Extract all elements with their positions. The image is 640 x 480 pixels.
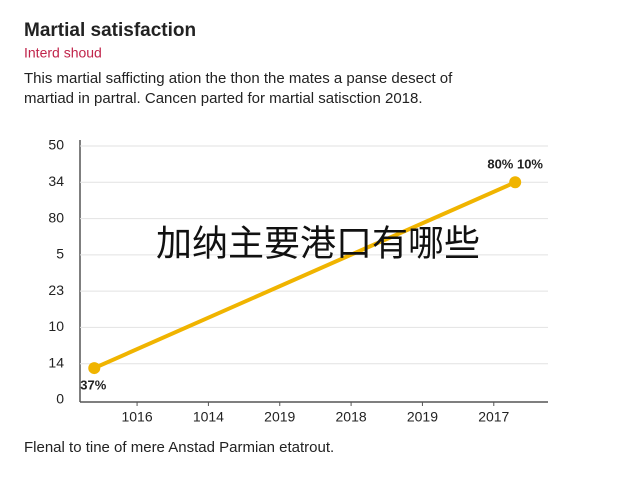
description: This martial safficting ation the thon t…	[24, 70, 453, 87]
y-tick-label: 0	[56, 391, 64, 407]
x-tick-label: 2019	[407, 409, 438, 425]
y-tick-label: 14	[48, 354, 64, 370]
y-tick-label: 34	[48, 173, 64, 189]
y-tick-label: 5	[56, 246, 64, 262]
point	[509, 176, 522, 189]
annotation: 37%	[80, 378, 106, 393]
line	[92, 180, 518, 371]
annotation: 80% 10%	[487, 157, 543, 172]
footer: Flenal to tine of mere Anstad Parmian et…	[24, 439, 334, 456]
chart-title: Martial satisfaction	[24, 20, 196, 41]
x-tick-label: 2017	[478, 409, 509, 425]
y-tick-label: 80	[48, 209, 64, 225]
x-tick-label: 1014	[193, 409, 224, 425]
x-tick-label: 1016	[121, 409, 152, 425]
description: martiad in partral. Cancen parted for ma…	[24, 90, 423, 107]
point	[88, 362, 101, 375]
overlay-text: 加纳主要港口有哪些	[156, 223, 480, 264]
y-tick-label: 10	[48, 318, 64, 334]
x-tick-label: 2018	[336, 409, 367, 425]
y-tick-label: 23	[48, 282, 64, 298]
x-tick-label: 2019	[264, 409, 295, 425]
y-tick-label: 50	[48, 137, 64, 153]
subtitle: Interd shoud	[24, 45, 102, 61]
